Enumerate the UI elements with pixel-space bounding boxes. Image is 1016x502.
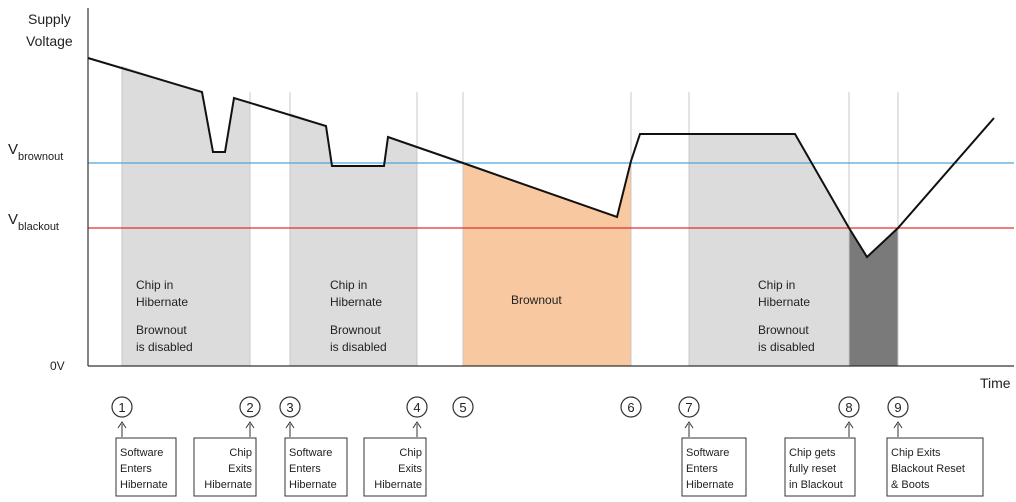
hibernate-region-2-label: Chip in Hibernate Brownout is disabled: [330, 278, 387, 354]
y-axis-label-line2: Voltage: [26, 33, 73, 49]
brownout-threshold-label: Vbrownout: [8, 141, 63, 163]
event-description-box: [681, 437, 747, 497]
event-description-box: [115, 437, 177, 497]
event-description-line: Chip: [399, 447, 422, 459]
svg-text:Chip in: Chip in: [330, 278, 367, 292]
event-marker-circle: [406, 396, 428, 418]
event-number: 9: [894, 400, 901, 415]
event-description-line: Blackout Reset: [891, 463, 965, 475]
hibernate-region-2: [290, 113, 417, 366]
svg-text:Brownout: Brownout: [136, 323, 187, 337]
event-arrow-head: [844, 421, 854, 429]
event-description-box: [193, 437, 257, 497]
event-number: 2: [246, 400, 253, 415]
svg-text:is disabled: is disabled: [758, 340, 815, 354]
brownout-region-label: Brownout: [511, 293, 562, 307]
event-description-line: Chip Exits: [891, 447, 941, 459]
event-description-line: Hibernate: [120, 479, 168, 491]
event-3: 3 Software Enters Hibernate: [279, 396, 348, 497]
event-description-line: Exits: [398, 463, 422, 475]
hibernate-region-3: [689, 134, 849, 366]
event-description-line: Enters: [686, 463, 718, 475]
event-marker-circle: [452, 396, 474, 418]
event-number: 1: [118, 400, 125, 415]
svg-text:is disabled: is disabled: [136, 340, 193, 354]
event-marker-circle: [279, 396, 301, 418]
event-marker-circle: [111, 396, 133, 418]
event-description-line: fully reset: [789, 463, 836, 475]
event-description-line: Software: [120, 447, 163, 459]
event-marker-circle: [678, 396, 700, 418]
svg-text:Hibernate: Hibernate: [330, 295, 382, 309]
svg-text:Brownout: Brownout: [330, 323, 381, 337]
svg-text:Chip in: Chip in: [136, 278, 173, 292]
event-number: 6: [627, 400, 634, 415]
event-4: 4 Chip Exits Hibernate: [363, 396, 428, 497]
svg-text:Hibernate: Hibernate: [758, 295, 810, 309]
event-annotations: 1 Software Enters Hibernate 2 Chip Exits Hibern…: [111, 396, 984, 497]
event-number: 3: [286, 400, 293, 415]
event-marker-circle: [887, 396, 909, 418]
event-arrow-head: [117, 421, 127, 429]
event-2: 2 Chip Exits Hibernate: [193, 396, 261, 497]
event-arrow-head: [893, 421, 903, 429]
blackout-threshold-label: Vblackout: [8, 211, 59, 233]
event-arrow-head: [412, 421, 422, 429]
brownout-region: [463, 161, 631, 366]
event-description-box: [363, 437, 427, 497]
svg-text:Hibernate: Hibernate: [136, 295, 188, 309]
event-description-line: Hibernate: [289, 479, 337, 491]
event-9: 9 Chip Exits Blackout Reset & Boots: [886, 396, 984, 497]
event-description-box: [784, 437, 856, 497]
event-description-box: [284, 437, 348, 497]
event-1: 1 Software Enters Hibernate: [111, 396, 177, 497]
event-description-line: in Blackout: [789, 479, 843, 491]
event-7: 7 Software Enters Hibernate: [678, 396, 747, 497]
event-description-line: Software: [289, 447, 332, 459]
event-description-line: Enters: [289, 463, 321, 475]
event-marker-circle: [620, 396, 642, 418]
event-number: 7: [685, 400, 692, 415]
event-arrow-head: [684, 421, 694, 429]
event-description-line: Enters: [120, 463, 152, 475]
event-marker-circle: [838, 396, 860, 418]
event-description-line: Hibernate: [686, 479, 734, 491]
supply-voltage-curve: [87, 57, 995, 259]
event-6: 6: [620, 396, 642, 418]
hibernate-region-1-label: Chip in Hibernate Brownout is disabled: [136, 278, 193, 354]
event-number: 5: [459, 400, 466, 415]
hibernate-region-3-label: Chip in Hibernate Brownout is disabled: [758, 278, 815, 354]
event-description-line: Hibernate: [204, 479, 252, 491]
event-arrow-head: [285, 421, 295, 429]
event-description-line: Exits: [228, 463, 252, 475]
event-marker-circle: [239, 396, 261, 418]
event-description-box: [886, 437, 984, 497]
event-8: 8 Chip gets fully reset in Blackout: [784, 396, 860, 497]
event-description-line: Hibernate: [374, 479, 422, 491]
svg-text:is disabled: is disabled: [330, 340, 387, 354]
event-5: 5: [452, 396, 474, 418]
event-description-line: Chip gets: [789, 447, 836, 459]
hibernate-region-1: [122, 66, 250, 366]
event-description-line: Software: [686, 447, 729, 459]
y-axis-label-line1: Supply: [28, 11, 71, 27]
zero-volt-label: 0V: [50, 359, 65, 373]
event-number: 4: [413, 400, 420, 415]
x-axis-label: Time: [980, 375, 1011, 391]
svg-text:Chip in: Chip in: [758, 278, 795, 292]
event-number: 8: [845, 400, 852, 415]
event-description-line: Chip: [229, 447, 252, 459]
event-arrow-head: [245, 421, 255, 429]
event-description-line: & Boots: [891, 479, 930, 491]
svg-text:Brownout: Brownout: [758, 323, 809, 337]
blackout-region: [849, 228, 898, 366]
